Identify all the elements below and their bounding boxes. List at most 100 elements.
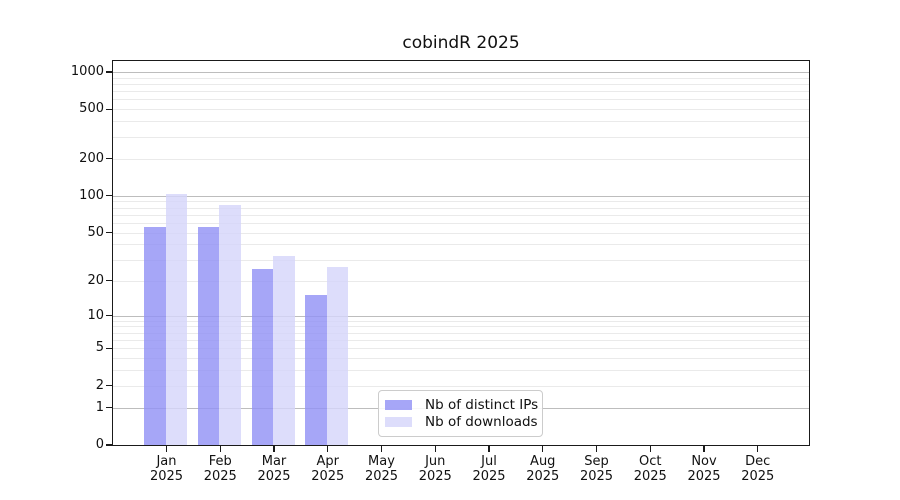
x-tick-label: Dec 2025 bbox=[726, 454, 790, 484]
y-tick-label: 200 bbox=[79, 150, 104, 166]
x-tick-label: Jun 2025 bbox=[403, 454, 467, 484]
x-tick-year: 2025 bbox=[633, 468, 667, 484]
bar-ips-jan bbox=[144, 226, 166, 445]
x-tick-label: Jul 2025 bbox=[457, 454, 521, 484]
gridline-minor bbox=[113, 136, 809, 138]
x-tick-label: Sep 2025 bbox=[565, 454, 629, 484]
y-tick-label: 1000 bbox=[70, 63, 104, 79]
gridline-minor bbox=[113, 91, 809, 93]
gridline-minor bbox=[113, 158, 809, 160]
x-tick-mark bbox=[327, 445, 329, 452]
y-tick-mark bbox=[106, 444, 113, 446]
x-tick-month: Feb bbox=[208, 454, 232, 469]
y-tick-label: 2 bbox=[95, 377, 104, 393]
gridline-minor bbox=[113, 244, 809, 246]
gridline-major bbox=[113, 315, 809, 317]
gridline-minor bbox=[113, 320, 809, 322]
x-tick-label: Apr 2025 bbox=[296, 454, 360, 484]
y-tick-label: 1 bbox=[95, 399, 104, 415]
x-tick-mark bbox=[165, 445, 168, 452]
x-tick-mark bbox=[595, 445, 598, 452]
gridline-minor bbox=[113, 259, 809, 261]
x-tick-month: Mar bbox=[261, 454, 287, 469]
y-tick-mark bbox=[106, 280, 113, 282]
x-tick-month: Jun bbox=[425, 454, 446, 469]
x-tick-month: Jan bbox=[156, 454, 177, 469]
chart-title: cobindR 2025 bbox=[402, 33, 520, 53]
x-tick-month: Oct bbox=[639, 454, 662, 469]
x-tick-year: 2025 bbox=[257, 468, 291, 484]
x-tick-year: 2025 bbox=[579, 468, 614, 484]
gridline-minor bbox=[113, 83, 809, 85]
y-tick-mark bbox=[106, 232, 113, 234]
gridline-minor bbox=[113, 201, 809, 203]
gridline-minor bbox=[113, 214, 809, 216]
x-tick-month: May bbox=[368, 454, 395, 469]
x-tick-year: 2025 bbox=[364, 468, 399, 484]
x-tick-year: 2025 bbox=[472, 468, 506, 484]
y-tick-label: 50 bbox=[87, 224, 104, 240]
gridline-minor bbox=[113, 280, 809, 282]
gridline-major bbox=[113, 195, 809, 197]
y-tick-mark bbox=[106, 108, 113, 110]
bar-ips-apr bbox=[305, 295, 327, 445]
x-tick-month: Apr bbox=[316, 454, 340, 469]
x-tick-label: Jan 2025 bbox=[135, 454, 199, 484]
x-tick-mark bbox=[219, 445, 221, 452]
bar-downloads-apr bbox=[326, 267, 349, 445]
gridline-minor bbox=[113, 358, 809, 360]
gridline-minor bbox=[113, 207, 809, 209]
bar-downloads-feb bbox=[219, 205, 241, 445]
y-tick-mark bbox=[106, 347, 113, 349]
gridline-minor bbox=[113, 99, 809, 101]
legend-item-downloads: Nb of downloads bbox=[385, 414, 538, 430]
x-tick-month: Sep bbox=[584, 454, 609, 469]
x-tick-mark bbox=[703, 445, 705, 452]
gridline-minor bbox=[113, 348, 809, 350]
x-tick-month: Dec bbox=[745, 454, 771, 469]
gridline-minor bbox=[113, 121, 809, 123]
x-tick-year: 2025 bbox=[526, 468, 560, 484]
bar-downloads-mar bbox=[273, 256, 295, 445]
x-tick-label: Mar 2025 bbox=[242, 454, 306, 484]
x-tick-month: Nov bbox=[691, 454, 717, 469]
plot-area bbox=[113, 61, 809, 445]
x-tick-year: 2025 bbox=[311, 468, 345, 484]
gridline-minor bbox=[113, 326, 809, 328]
gridline-minor bbox=[113, 339, 809, 341]
gridline-minor bbox=[113, 77, 809, 79]
x-tick-mark bbox=[488, 445, 490, 452]
bar-downloads-jan bbox=[165, 194, 188, 445]
x-tick-year: 2025 bbox=[203, 468, 237, 484]
x-tick-year: 2025 bbox=[418, 468, 452, 484]
y-tick-mark bbox=[106, 314, 113, 317]
gridline-major bbox=[113, 71, 809, 73]
y-tick-mark bbox=[106, 406, 113, 409]
x-tick-mark bbox=[649, 445, 651, 452]
y-tick-label: 0 bbox=[95, 437, 104, 452]
x-tick-mark bbox=[757, 445, 759, 452]
legend-item-distinct-ips: Nb of distinct IPs bbox=[385, 397, 538, 413]
gridline-minor bbox=[113, 109, 809, 111]
x-tick-year: 2025 bbox=[741, 468, 775, 484]
x-tick-label: Feb 2025 bbox=[188, 454, 252, 484]
x-tick-year: 2025 bbox=[687, 468, 721, 484]
y-tick-label: 500 bbox=[79, 101, 104, 117]
x-tick-label: Nov 2025 bbox=[672, 454, 736, 484]
gridline-minor bbox=[113, 223, 809, 225]
x-tick-mark bbox=[273, 445, 275, 452]
x-tick-label: May 2025 bbox=[350, 454, 414, 484]
gridline-minor bbox=[113, 332, 809, 334]
legend-swatch-distinct-ips-icon bbox=[385, 399, 412, 410]
y-tick-label: 5 bbox=[95, 340, 104, 356]
x-tick-label: Oct 2025 bbox=[618, 454, 682, 484]
x-tick-label: Aug 2025 bbox=[511, 454, 575, 484]
x-tick-month: Aug bbox=[530, 454, 556, 469]
y-tick-mark bbox=[106, 158, 113, 160]
y-tick-mark bbox=[106, 385, 113, 387]
legend-label-downloads: Nb of downloads bbox=[425, 414, 538, 431]
y-tick-label: 20 bbox=[87, 272, 104, 288]
x-tick-mark bbox=[542, 445, 544, 452]
legend-swatch-downloads-icon bbox=[385, 417, 412, 428]
